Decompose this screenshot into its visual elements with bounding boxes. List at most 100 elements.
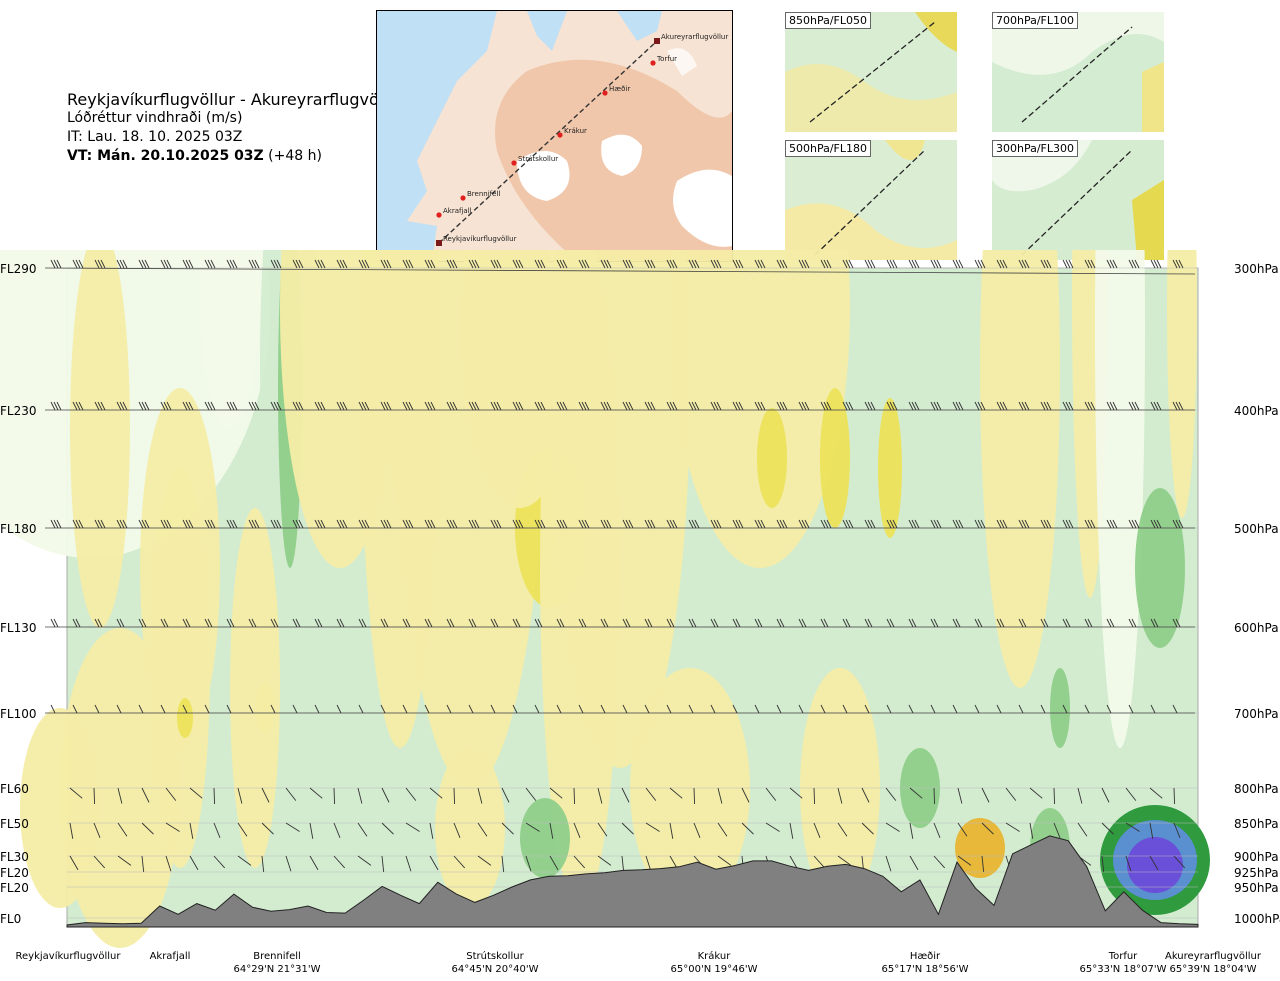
wind-barb — [336, 618, 345, 628]
wind-barb — [512, 259, 524, 269]
wind-barb — [358, 618, 367, 628]
wind-barb — [957, 822, 968, 837]
motion-contour — [940, 268, 980, 588]
wind-barb — [666, 259, 678, 269]
wind-barb — [1128, 401, 1140, 411]
wind-barb — [248, 704, 254, 714]
wind-barb — [490, 519, 502, 529]
wind-barb — [908, 519, 920, 529]
wind-barb — [357, 822, 368, 837]
flight-level-label: FL130 — [0, 621, 37, 635]
flight-level-label: FL230 — [0, 404, 37, 418]
wind-barb — [1062, 519, 1074, 529]
wind-barb — [996, 618, 1005, 628]
wind-barb — [213, 787, 216, 805]
wind-barb — [645, 822, 660, 832]
wind-barb — [182, 519, 194, 529]
pressure-level-label: 1000hPa — [1234, 912, 1280, 926]
wind-barb — [1084, 704, 1090, 714]
wind-barb — [573, 822, 581, 839]
wind-barb — [1150, 259, 1162, 269]
wind-barb — [688, 401, 700, 411]
route-map: Akureyrarflugvöllur Torfur Hæðir Krákur Strú… — [376, 10, 733, 262]
wind-barb — [957, 855, 972, 866]
wind-barb — [204, 519, 216, 529]
wind-barb — [1128, 259, 1140, 269]
wind-barb — [952, 401, 964, 411]
wind-barb — [837, 822, 848, 837]
wind-barb — [226, 401, 238, 411]
wind-barb — [1062, 618, 1071, 628]
wind-barb — [622, 704, 628, 714]
route-map-svg: Akureyrarflugvöllur Torfur Hæðir Krákur Strú… — [377, 11, 732, 261]
wind-barb — [886, 401, 898, 411]
wind-barb — [160, 704, 166, 714]
wind-barb — [1077, 822, 1088, 837]
wind-barb — [1128, 704, 1134, 714]
wind-barb — [1150, 618, 1159, 628]
wind-barb — [72, 259, 84, 269]
wind-barb — [820, 618, 829, 628]
wind-barb — [1018, 704, 1024, 714]
wind-barb — [1084, 519, 1096, 529]
wind-barb — [405, 855, 412, 872]
wind-barb — [693, 787, 696, 805]
wind-barb — [974, 519, 986, 529]
wind-barb — [1172, 519, 1184, 529]
wind-barb — [1084, 259, 1096, 269]
location-coord: 65°33'N 18°07'W — [1079, 964, 1167, 975]
wind-barb — [94, 401, 106, 411]
wind-barb — [117, 855, 132, 866]
wind-barb — [285, 787, 297, 801]
wind-barb — [534, 259, 546, 269]
motion-contour — [820, 388, 850, 528]
wind-barb — [357, 855, 372, 866]
wind-barb — [952, 259, 964, 269]
flight-level-label: FL180 — [0, 522, 37, 536]
motion-contour — [670, 250, 850, 568]
wind-barb — [622, 618, 631, 628]
flight-level-label: FL30 — [0, 850, 29, 864]
wind-barb — [490, 259, 502, 269]
wind-barb — [644, 704, 650, 714]
wind-barb — [732, 401, 744, 411]
wind-barb — [621, 822, 634, 835]
wind-barb — [666, 519, 678, 529]
wind-barb — [69, 822, 74, 839]
wind-barb — [549, 855, 559, 871]
wind-barb — [1128, 519, 1140, 529]
wind-barb — [189, 822, 194, 839]
wind-barb — [336, 259, 348, 269]
location-label: Reykjavíkurflugvöllur — [8, 950, 128, 963]
wind-barb — [864, 519, 876, 529]
wind-barb — [669, 822, 674, 839]
map-point-label: Hæðir — [609, 85, 630, 93]
motion-contour — [230, 508, 280, 868]
motion-contour — [177, 698, 193, 738]
wind-barb — [578, 704, 584, 714]
wind-barb — [1040, 259, 1052, 269]
wind-barb — [600, 259, 612, 269]
location-coord: 64°29'N 21°31'W — [233, 964, 321, 975]
wind-barb — [1106, 259, 1118, 269]
panel-300-svg — [992, 140, 1164, 260]
wind-barb — [525, 822, 540, 832]
motion-contour — [540, 250, 620, 908]
wind-barb — [974, 704, 980, 714]
map-point-label: Brennifell — [467, 190, 500, 198]
wind-barb — [50, 618, 59, 628]
wind-barb — [204, 259, 216, 269]
wind-barb — [336, 704, 342, 714]
wind-barb — [776, 704, 782, 714]
wind-barb — [512, 401, 524, 411]
wind-barb — [165, 855, 172, 872]
wind-barb — [1150, 401, 1162, 411]
wind-barb — [930, 259, 942, 269]
wind-barb — [261, 787, 270, 803]
wind-barb — [534, 704, 540, 714]
wind-barb — [424, 519, 436, 529]
plot-area — [0, 250, 1210, 948]
wind-barb — [688, 519, 700, 529]
wind-barb — [1084, 618, 1093, 628]
motion-contour — [1095, 250, 1145, 748]
